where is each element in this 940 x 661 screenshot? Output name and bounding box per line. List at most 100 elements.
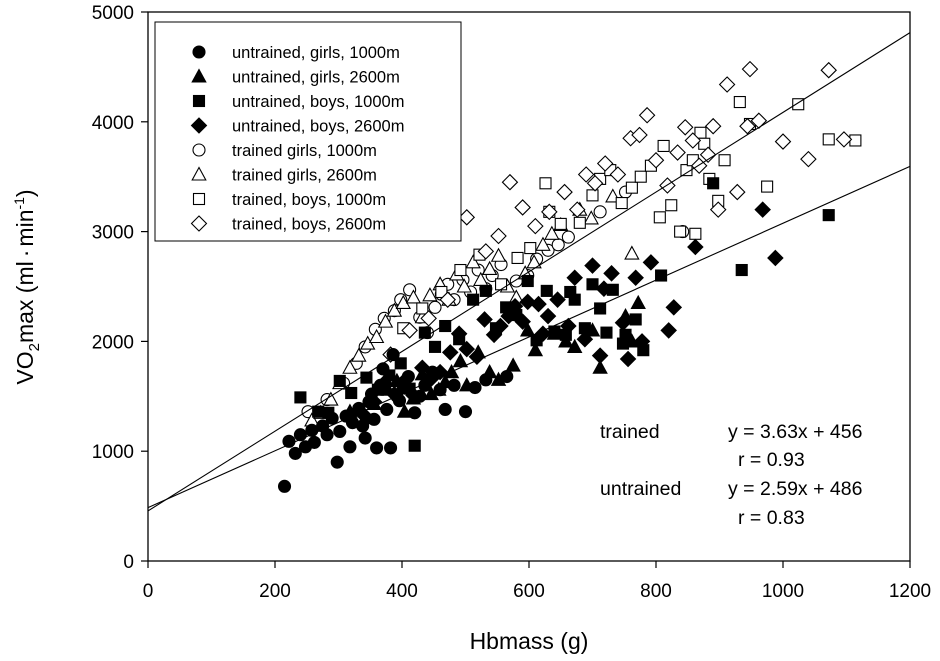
y-tick-label: 0	[123, 552, 134, 573]
data-point	[560, 317, 577, 335]
data-point	[458, 405, 473, 419]
data-point	[456, 278, 472, 293]
legend-label: trained, boys, 2600m	[232, 216, 386, 234]
data-point	[405, 289, 422, 304]
data-point	[822, 209, 835, 222]
data-point	[566, 269, 583, 286]
data-point	[501, 173, 519, 191]
data-point	[573, 216, 586, 229]
data-point	[761, 180, 774, 193]
x-tick-label: 600	[513, 581, 545, 602]
data-point	[709, 201, 727, 218]
data-point	[800, 150, 817, 168]
data-point	[541, 203, 558, 221]
y-axis-title-prefix: VO	[12, 351, 38, 384]
data-point	[630, 294, 646, 310]
data-point	[586, 278, 599, 291]
y-tick-label: 4000	[92, 113, 134, 134]
data-point	[820, 61, 837, 79]
data-point	[676, 119, 694, 136]
data-point	[750, 112, 768, 129]
data-point	[458, 209, 476, 226]
data-point	[642, 254, 660, 271]
data-point	[735, 263, 748, 277]
data-point	[665, 299, 683, 316]
x-tick-label: 400	[386, 581, 418, 602]
data-point	[330, 455, 344, 469]
data-point	[521, 274, 534, 288]
data-point	[568, 201, 586, 218]
legend-label: trained girls, 2600m	[232, 167, 377, 185]
data-point	[514, 199, 531, 216]
data-point	[333, 374, 346, 387]
data-point	[687, 238, 704, 256]
data-point	[428, 300, 442, 314]
data-point	[519, 293, 537, 311]
data-point	[634, 170, 647, 183]
y-tick-label: 1000	[92, 442, 134, 463]
data-point	[822, 133, 835, 146]
data-point	[619, 350, 637, 368]
data-point	[631, 126, 648, 144]
y-axis-title-close: )	[12, 189, 38, 197]
data-point	[534, 325, 552, 342]
data-point	[665, 199, 678, 212]
data-point	[593, 205, 607, 219]
data-point	[481, 363, 498, 379]
data-point	[431, 363, 449, 381]
data-point	[467, 293, 480, 306]
data-point	[401, 322, 418, 339]
data-point	[370, 441, 384, 455]
data-point	[535, 236, 551, 251]
legend-entry: untrained, girls, 2600m	[191, 68, 400, 87]
data-point	[699, 146, 717, 164]
data-point	[479, 284, 492, 297]
data-point	[458, 340, 476, 358]
data-point	[544, 225, 560, 240]
data-point	[657, 139, 670, 153]
legend-box	[154, 21, 462, 242]
data-point	[520, 322, 536, 337]
data-point	[351, 347, 367, 362]
data-point	[345, 386, 358, 400]
data-point	[452, 353, 469, 368]
legend-marker	[191, 166, 207, 181]
y-tick-label: 3000	[92, 223, 134, 244]
legend-marker	[190, 117, 208, 134]
legend-label: trained girls, 1000m	[232, 142, 377, 160]
data-point	[368, 328, 385, 344]
data-point	[358, 431, 372, 445]
data-point	[633, 333, 651, 350]
data-point	[320, 428, 334, 442]
data-point	[307, 435, 321, 449]
x-tick-label: 800	[640, 581, 672, 602]
data-point	[586, 189, 599, 202]
data-point	[576, 330, 594, 348]
data-point	[365, 393, 383, 411]
data-point	[584, 257, 601, 274]
y-tick-label: 2000	[92, 332, 134, 353]
data-point	[454, 263, 467, 277]
legend-label: untrained, girls, 2600m	[232, 69, 400, 87]
data-point	[495, 278, 508, 291]
legend-label: untrained, boys, 1000m	[232, 93, 404, 111]
data-point	[396, 403, 413, 418]
legend-entry: trained, boys, 2600m	[190, 215, 386, 234]
legend-label: trained, boys, 1000m	[232, 191, 386, 209]
data-point	[774, 133, 792, 150]
data-point	[476, 311, 493, 328]
data-point	[506, 297, 524, 315]
legend-marker	[190, 215, 208, 232]
data-point	[698, 137, 711, 150]
legend-entry: trained, boys, 1000m	[192, 191, 386, 209]
data-point	[551, 238, 565, 252]
data-point	[614, 314, 632, 332]
data-point	[767, 249, 784, 267]
data-point	[792, 98, 805, 111]
data-point	[591, 347, 609, 364]
x-tick-label: 0	[143, 581, 154, 602]
data-point	[539, 177, 552, 190]
data-point	[554, 217, 567, 230]
legend-label: untrained, girls, 1000m	[232, 44, 400, 62]
data-point	[561, 230, 575, 244]
